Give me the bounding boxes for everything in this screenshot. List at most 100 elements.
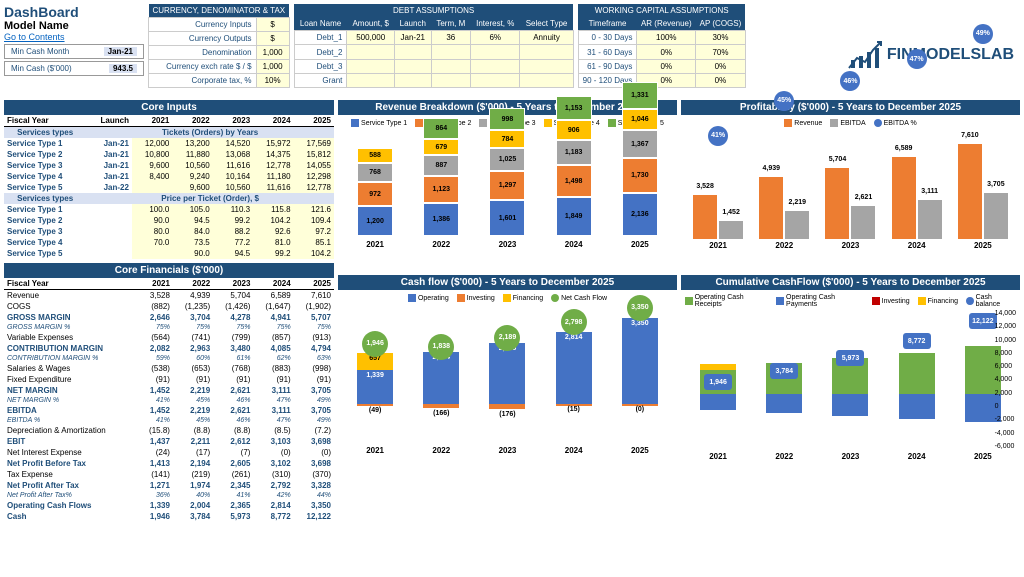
services-types-label: Services types (4, 127, 86, 139)
launch-header: Launch (86, 115, 132, 127)
debt-cell[interactable] (471, 73, 520, 87)
price-value[interactable]: 121.6 (294, 204, 334, 215)
price-value[interactable]: 90.0 (172, 248, 212, 259)
price-value[interactable]: 105.0 (172, 204, 212, 215)
ticket-value[interactable]: 17,569 (294, 138, 334, 149)
ticket-value[interactable]: 15,972 (253, 138, 293, 149)
ticket-value[interactable]: 10,560 (213, 182, 253, 193)
profit-chart-header: Profitability ($'000) - 5 Years to Decem… (681, 100, 1020, 115)
price-value[interactable]: 81.0 (253, 237, 293, 248)
wc-cell[interactable]: 0% (696, 59, 746, 73)
ticket-value[interactable]: 12,298 (294, 171, 334, 182)
price-value[interactable]: 85.1 (294, 237, 334, 248)
ticket-value[interactable]: 14,375 (253, 149, 293, 160)
wc-cell[interactable]: 100% (637, 31, 696, 45)
debt-col-header: Launch (394, 17, 431, 31)
debt-cell[interactable] (471, 59, 520, 73)
debt-cell[interactable]: Jan-21 (394, 31, 431, 45)
ticket-value[interactable]: 14,055 (294, 160, 334, 171)
ticket-value[interactable]: 9,600 (132, 160, 172, 171)
debt-cell[interactable] (347, 59, 395, 73)
ticket-value[interactable]: 8,400 (132, 171, 172, 182)
price-value[interactable]: 99.2 (213, 215, 253, 226)
ticket-value[interactable]: 9,600 (172, 182, 212, 193)
year-header: 2025 (294, 115, 334, 127)
price-value[interactable]: 84.0 (172, 226, 212, 237)
go-to-contents-link[interactable]: Go to Contents (4, 32, 65, 42)
price-value[interactable]: 99.2 (253, 248, 293, 259)
debt-cell[interactable] (394, 45, 431, 59)
price-value[interactable]: 90.0 (132, 215, 172, 226)
ticket-value[interactable]: 9,240 (172, 171, 212, 182)
currency-row-value[interactable]: 1,000 (256, 60, 289, 74)
price-value[interactable]: 70.0 (132, 237, 172, 248)
currency-row-value[interactable]: 10% (256, 74, 289, 88)
debt-cell[interactable] (520, 73, 573, 87)
currency-row-label: Currency exch rate $ / $ (149, 60, 257, 74)
debt-cell[interactable]: 500,000 (347, 31, 395, 45)
ticket-value[interactable]: 13,200 (172, 138, 212, 149)
currency-row-value[interactable]: 1,000 (256, 46, 289, 60)
price-value[interactable]: 88.2 (213, 226, 253, 237)
price-value[interactable]: 104.2 (253, 215, 293, 226)
debt-cell[interactable] (347, 73, 395, 87)
debt-cell[interactable] (471, 45, 520, 59)
wc-cell[interactable]: 0% (637, 45, 696, 59)
price-value[interactable]: 77.2 (213, 237, 253, 248)
ticket-value[interactable]: 10,164 (213, 171, 253, 182)
debt-cell[interactable] (431, 45, 470, 59)
ticket-value[interactable]: 10,800 (132, 149, 172, 160)
price-value[interactable]: 94.5 (213, 248, 253, 259)
investing-label: (176) (482, 411, 532, 418)
cumcf-chart-header: Cumulative CashFlow ($'000) - 5 Years to… (681, 275, 1020, 290)
debt-cell[interactable] (347, 45, 395, 59)
debt-cell[interactable]: 36 (431, 31, 470, 45)
ticket-value[interactable]: 12,778 (253, 160, 293, 171)
currency-row-value[interactable]: $ (256, 18, 289, 32)
cashflow-bars: 1,339 657 (49) 1,946 2,004 (166) 1,838 2… (342, 304, 673, 424)
debt-cell[interactable] (431, 59, 470, 73)
debt-cell[interactable] (394, 59, 431, 73)
price-value[interactable] (132, 248, 172, 259)
ticket-value[interactable]: 11,180 (253, 171, 293, 182)
price-value[interactable]: 92.6 (253, 226, 293, 237)
wc-cell[interactable]: 0% (637, 59, 696, 73)
ticket-value[interactable]: 13,068 (213, 149, 253, 160)
ticket-value[interactable]: 10,560 (172, 160, 212, 171)
ticket-value[interactable] (132, 182, 172, 193)
fin-row-label: COGS (4, 301, 138, 312)
debt-cell[interactable]: 6% (471, 31, 520, 45)
currency-row-value[interactable]: $ (256, 32, 289, 46)
price-value[interactable]: 94.5 (172, 215, 212, 226)
ticket-value[interactable]: 11,616 (213, 160, 253, 171)
debt-cell[interactable] (520, 59, 573, 73)
stack-segment: 1,123 (423, 176, 459, 203)
stack-segment: 2,136 (622, 193, 658, 236)
debt-cell[interactable] (520, 45, 573, 59)
wc-cell[interactable]: 0% (696, 73, 746, 87)
price-value[interactable]: 110.3 (213, 204, 253, 215)
wc-cell[interactable]: 30% (696, 31, 746, 45)
price-value[interactable]: 97.2 (294, 226, 334, 237)
ticket-value[interactable]: 12,000 (132, 138, 172, 149)
price-value[interactable]: 109.4 (294, 215, 334, 226)
fin-value: 41% (138, 416, 173, 425)
debt-cell[interactable]: Annuity (520, 31, 573, 45)
debt-cell[interactable] (431, 73, 470, 87)
bar-group: 1,6011,2971,0257849982023 (482, 108, 532, 249)
price-value[interactable]: 115.8 (253, 204, 293, 215)
ticket-value[interactable]: 11,616 (253, 182, 293, 193)
ticket-value[interactable]: 14,520 (213, 138, 253, 149)
wc-cell[interactable]: 70% (696, 45, 746, 59)
price-value[interactable]: 104.2 (294, 248, 334, 259)
price-value[interactable]: 100.0 (132, 204, 172, 215)
ticket-value[interactable]: 12,778 (294, 182, 334, 193)
fin-value: 2,219 (173, 385, 213, 396)
min-cash-value: 943.5 (109, 64, 137, 73)
ticket-value[interactable]: 11,880 (172, 149, 212, 160)
ytick: -2,000 (995, 416, 1016, 423)
ticket-value[interactable]: 15,812 (294, 149, 334, 160)
price-value[interactable]: 80.0 (132, 226, 172, 237)
debt-cell[interactable] (394, 73, 431, 87)
price-value[interactable]: 73.5 (172, 237, 212, 248)
